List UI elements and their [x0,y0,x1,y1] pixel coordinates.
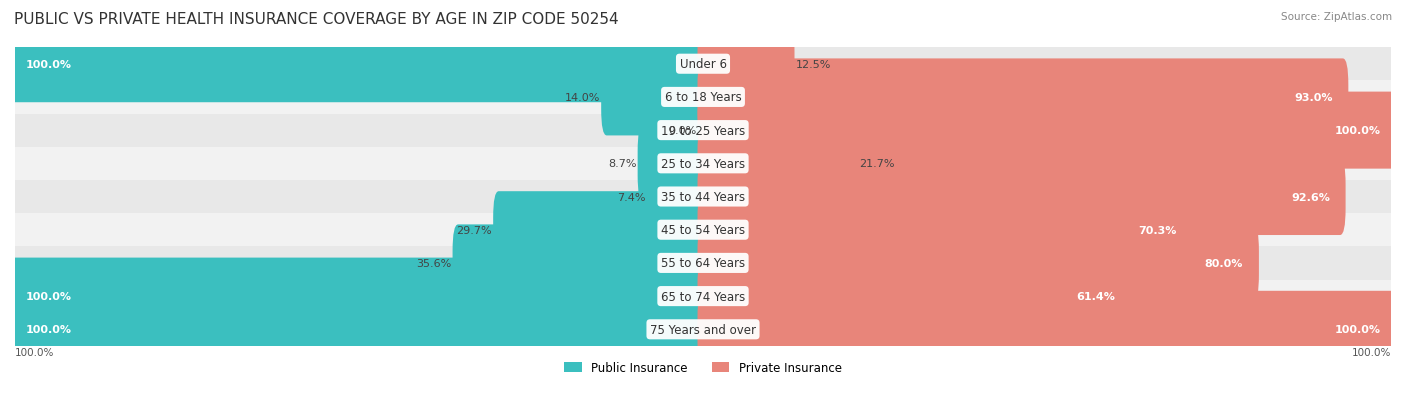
Text: 19 to 25 Years: 19 to 25 Years [661,124,745,137]
FancyBboxPatch shape [10,291,709,368]
Bar [15,280,1391,313]
FancyBboxPatch shape [697,26,794,103]
Text: 8.7%: 8.7% [607,159,637,169]
Bar [15,247,1391,280]
Text: PUBLIC VS PRIVATE HEALTH INSURANCE COVERAGE BY AGE IN ZIP CODE 50254: PUBLIC VS PRIVATE HEALTH INSURANCE COVER… [14,12,619,27]
Bar [15,180,1391,214]
Text: 100.0%: 100.0% [25,292,72,301]
FancyBboxPatch shape [697,192,1192,268]
Bar [15,147,1391,180]
Text: 100.0%: 100.0% [1351,347,1391,357]
FancyBboxPatch shape [697,159,1346,235]
Text: 75 Years and over: 75 Years and over [650,323,756,336]
Text: 35 to 44 Years: 35 to 44 Years [661,190,745,204]
Bar [15,313,1391,346]
FancyBboxPatch shape [697,258,1130,335]
Text: 21.7%: 21.7% [859,159,894,169]
Text: Source: ZipAtlas.com: Source: ZipAtlas.com [1281,12,1392,22]
Text: 93.0%: 93.0% [1294,93,1333,103]
FancyBboxPatch shape [697,291,1396,368]
Text: 29.7%: 29.7% [456,225,492,235]
Text: 55 to 64 Years: 55 to 64 Years [661,257,745,270]
FancyBboxPatch shape [697,59,1348,136]
FancyBboxPatch shape [697,126,858,202]
FancyBboxPatch shape [697,225,1258,301]
Text: 35.6%: 35.6% [416,258,451,268]
Legend: Public Insurance, Private Insurance: Public Insurance, Private Insurance [560,356,846,379]
Text: 100.0%: 100.0% [25,325,72,335]
FancyBboxPatch shape [647,159,709,235]
FancyBboxPatch shape [10,26,709,103]
Text: 80.0%: 80.0% [1205,258,1243,268]
Text: 100.0%: 100.0% [15,347,55,357]
Text: 70.3%: 70.3% [1137,225,1177,235]
Text: 45 to 54 Years: 45 to 54 Years [661,224,745,237]
Text: 7.4%: 7.4% [617,192,645,202]
Bar [15,114,1391,147]
Text: 12.5%: 12.5% [796,59,831,69]
FancyBboxPatch shape [602,59,709,136]
Bar [15,81,1391,114]
Text: 0.0%: 0.0% [668,126,696,136]
FancyBboxPatch shape [494,192,709,268]
Bar [15,214,1391,247]
FancyBboxPatch shape [453,225,709,301]
Text: 14.0%: 14.0% [564,93,600,103]
FancyBboxPatch shape [638,126,709,202]
Text: 92.6%: 92.6% [1291,192,1330,202]
FancyBboxPatch shape [697,93,1396,169]
Text: 25 to 34 Years: 25 to 34 Years [661,157,745,171]
FancyBboxPatch shape [10,258,709,335]
Text: Under 6: Under 6 [679,58,727,71]
Text: 100.0%: 100.0% [1334,325,1381,335]
Bar [15,48,1391,81]
Text: 100.0%: 100.0% [1334,126,1381,136]
Text: 100.0%: 100.0% [25,59,72,69]
Text: 6 to 18 Years: 6 to 18 Years [665,91,741,104]
Text: 61.4%: 61.4% [1076,292,1115,301]
Text: 65 to 74 Years: 65 to 74 Years [661,290,745,303]
